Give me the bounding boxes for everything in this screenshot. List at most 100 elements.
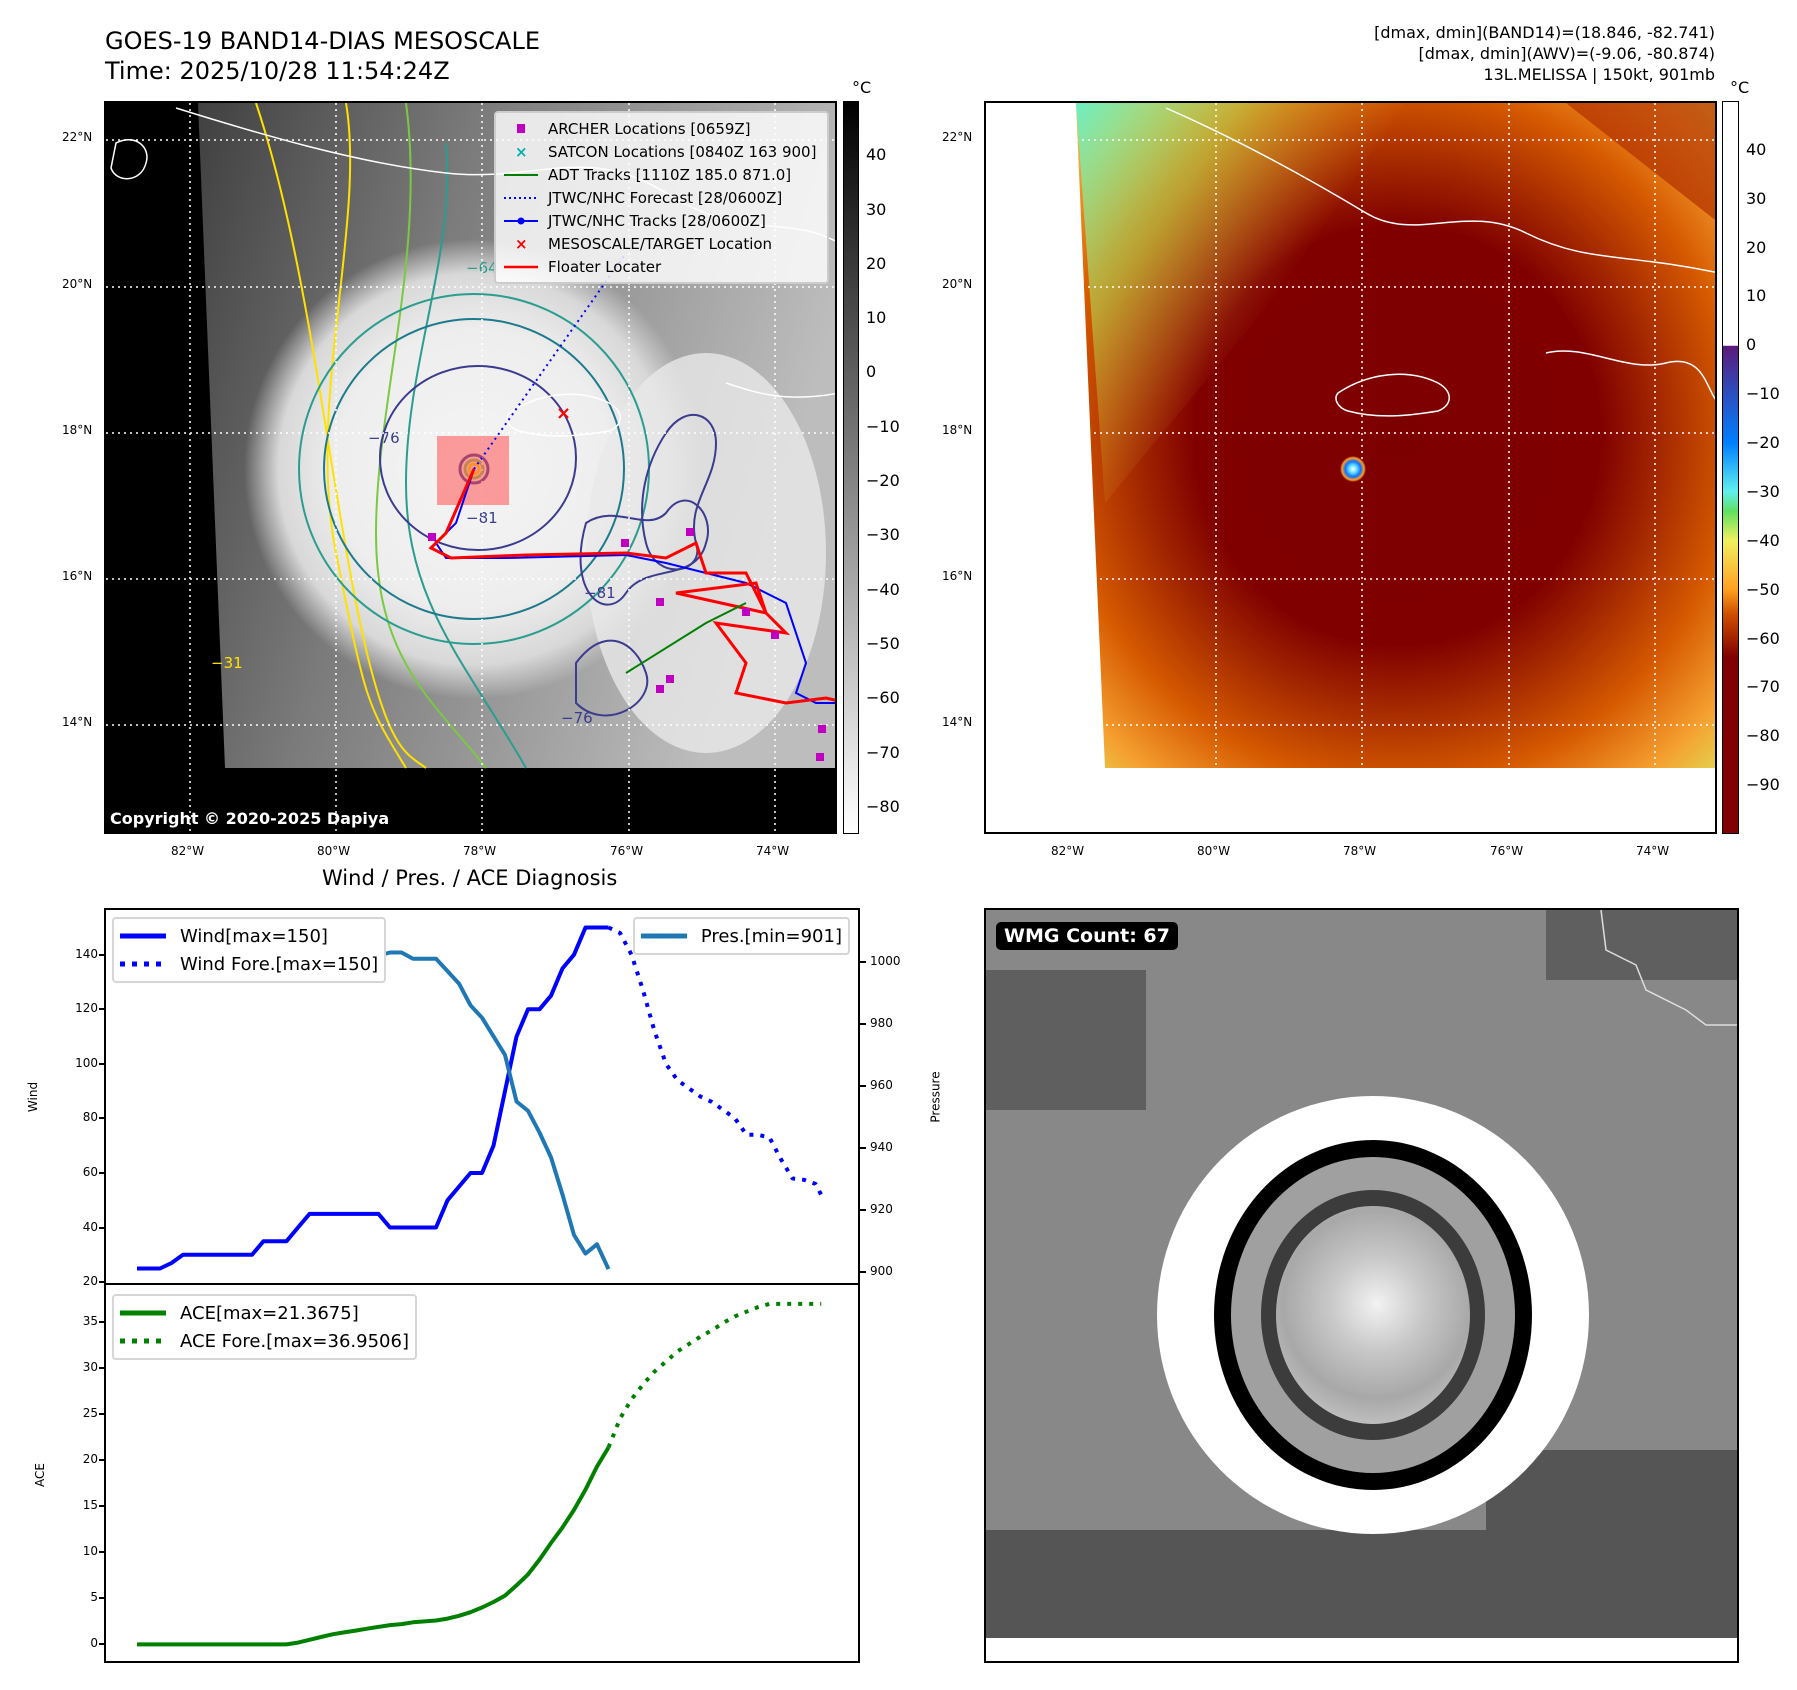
awv-colorbar: [1722, 101, 1739, 834]
awv-colorbar-unit: °C: [1730, 78, 1750, 97]
series-line-0: [137, 925, 609, 1271]
colorbar-tick-label: −80: [1746, 726, 1780, 746]
wmg-panel: WMG Count: 67: [984, 908, 1739, 1663]
wmg-image: [986, 910, 1737, 1638]
wind-legend: Wind[max=150] Wind Fore.[max=150]: [112, 917, 387, 983]
blue-line-dot-icon: [504, 211, 538, 231]
latitude-label: 16°N: [62, 569, 93, 583]
y-tick-mark: [99, 1320, 104, 1323]
pressure-legend: Pres.[min=901]: [632, 917, 850, 955]
wmg-coastline: [1600, 910, 1737, 1026]
colorbar-tick-label: 0: [866, 362, 877, 382]
wind-forecast-legend-line: [120, 961, 166, 967]
svg-text:×: ×: [515, 235, 528, 253]
blue-dotted-line-icon: [504, 188, 538, 208]
legend-item: Floater Locater: [504, 255, 819, 278]
legend-label: SATCON Locations [0840Z 163 900]: [548, 142, 817, 161]
contour-label: −76: [368, 429, 400, 447]
y-tick-mark: [99, 1459, 104, 1462]
colorbar-tick-label: −40: [866, 579, 900, 599]
temperature-contours: [255, 103, 718, 769]
wind-forecast-legend-label: Wind Fore.[max=150]: [180, 953, 379, 975]
y-tick-label: 15: [82, 1498, 98, 1513]
storm-intensity: 13L.MELISSA | 150kt, 901mb: [1483, 65, 1715, 84]
storm-stats: [dmax, dmin](BAND14)=(18.846, -82.741) […: [1374, 22, 1715, 85]
colorbar-tick-label: 0: [1746, 335, 1757, 355]
awv-range: [dmax, dmin](AWV)=(-9.06, -80.874): [1418, 44, 1715, 63]
wmg-cold-patch: [986, 970, 1146, 1110]
y-tick-mark: [99, 1597, 104, 1600]
wind-axis-label: Wind: [26, 1081, 41, 1113]
awv-map-image: [986, 103, 1715, 832]
colorbar-tick-label: 20: [866, 253, 887, 273]
green-line-icon: [504, 165, 538, 185]
copyright: Copyright © 2020-2025 Dapiya: [110, 809, 390, 828]
y-tick-label: 10: [82, 1544, 98, 1559]
ace-chart: ACE[max=21.3675] ACE Fore.[max=36.9506]: [104, 1283, 860, 1663]
legend-item: JTWC/NHC Tracks [28/0600Z]: [504, 209, 819, 232]
y-tick-label: 35: [82, 1313, 98, 1328]
longitude-label: 74°W: [1636, 844, 1670, 858]
y-tick-mark: [99, 1226, 104, 1229]
colorbar-tick-label: −70: [1746, 677, 1780, 697]
colorbar-tick-label: 10: [866, 308, 887, 328]
cyan-x-icon: ×: [504, 142, 538, 162]
legend-label: MESOSCALE/TARGET Location: [548, 234, 773, 253]
y-tick-mark: [99, 1117, 104, 1120]
legend-item: × MESOSCALE/TARGET Location: [504, 232, 819, 255]
timestamp: Time: 2025/10/28 11:54:24Z: [105, 57, 450, 85]
ace-forecast-legend-label: ACE Fore.[max=36.9506]: [180, 1330, 409, 1352]
longitude-label: 76°W: [610, 844, 644, 858]
latitude-label: 22°N: [942, 130, 973, 144]
y2-tick-label: 980: [870, 1015, 893, 1030]
y-tick-mark: [99, 953, 104, 956]
floater-track: [428, 468, 835, 705]
y2-tick-mark: [860, 1147, 866, 1150]
ir-colorbar-unit: °C: [852, 78, 872, 97]
colorbar-tick-label: −60: [1746, 628, 1780, 648]
graticule: [986, 103, 1715, 832]
y-tick-label: 30: [82, 1359, 98, 1374]
wmg-cold-band: [986, 1530, 1737, 1638]
colorbar-tick-label: 10: [1746, 286, 1767, 306]
wmg-eye: [1276, 1206, 1470, 1424]
longitude-label: 82°W: [171, 844, 205, 858]
colorbar-tick-label: 20: [1746, 237, 1767, 257]
y-tick-mark: [99, 1171, 104, 1174]
colorbar-tick-label: −40: [1746, 530, 1780, 550]
y-tick-mark: [99, 1413, 104, 1416]
y-tick-mark: [99, 1008, 104, 1011]
colorbar-tick-label: −50: [1746, 579, 1780, 599]
longitude-label: 78°W: [463, 844, 497, 858]
y-tick-label: 5: [90, 1590, 98, 1605]
archer-locations: [428, 528, 826, 761]
y2-tick-label: 900: [870, 1264, 893, 1279]
wmg-cold-patch: [1546, 910, 1737, 980]
band14-range: [dmax, dmin](BAND14)=(18.846, -82.741): [1374, 23, 1715, 42]
colorbar-tick-label: −10: [866, 416, 900, 436]
y-tick-mark: [99, 1366, 104, 1369]
y-tick-label: 40: [82, 1219, 98, 1234]
svg-text:×: ×: [515, 143, 528, 161]
legend-label: Floater Locater: [548, 257, 662, 276]
series-line-1: [606, 1301, 822, 1449]
latitude-label: 18°N: [942, 423, 973, 437]
legend-item: ADT Tracks [1110Z 185.0 871.0]: [504, 163, 819, 186]
legend-label: JTWC/NHC Forecast [28/0600Z]: [548, 188, 783, 207]
y-tick-label: 120: [75, 1001, 98, 1016]
colorbar-tick-label: 40: [866, 145, 887, 165]
pressure-axis-label: Pressure: [928, 1071, 943, 1123]
latitude-label: 20°N: [62, 277, 93, 291]
legend-label: ADT Tracks [1110Z 185.0 871.0]: [548, 165, 792, 184]
longitude-label: 76°W: [1490, 844, 1524, 858]
longitude-label: 82°W: [1051, 844, 1085, 858]
colorbar-tick-label: −70: [866, 742, 900, 762]
product-title: GOES-19 BAND14-DIAS MESOSCALE: [105, 27, 541, 55]
colorbar-tick-label: 30: [1746, 188, 1767, 208]
latitude-label: 14°N: [942, 715, 973, 729]
colorbar-tick-label: −20: [1746, 433, 1780, 453]
latitude-label: 18°N: [62, 423, 93, 437]
latitude-label: 20°N: [942, 277, 973, 291]
jtwc-forecast-track: [473, 252, 627, 470]
